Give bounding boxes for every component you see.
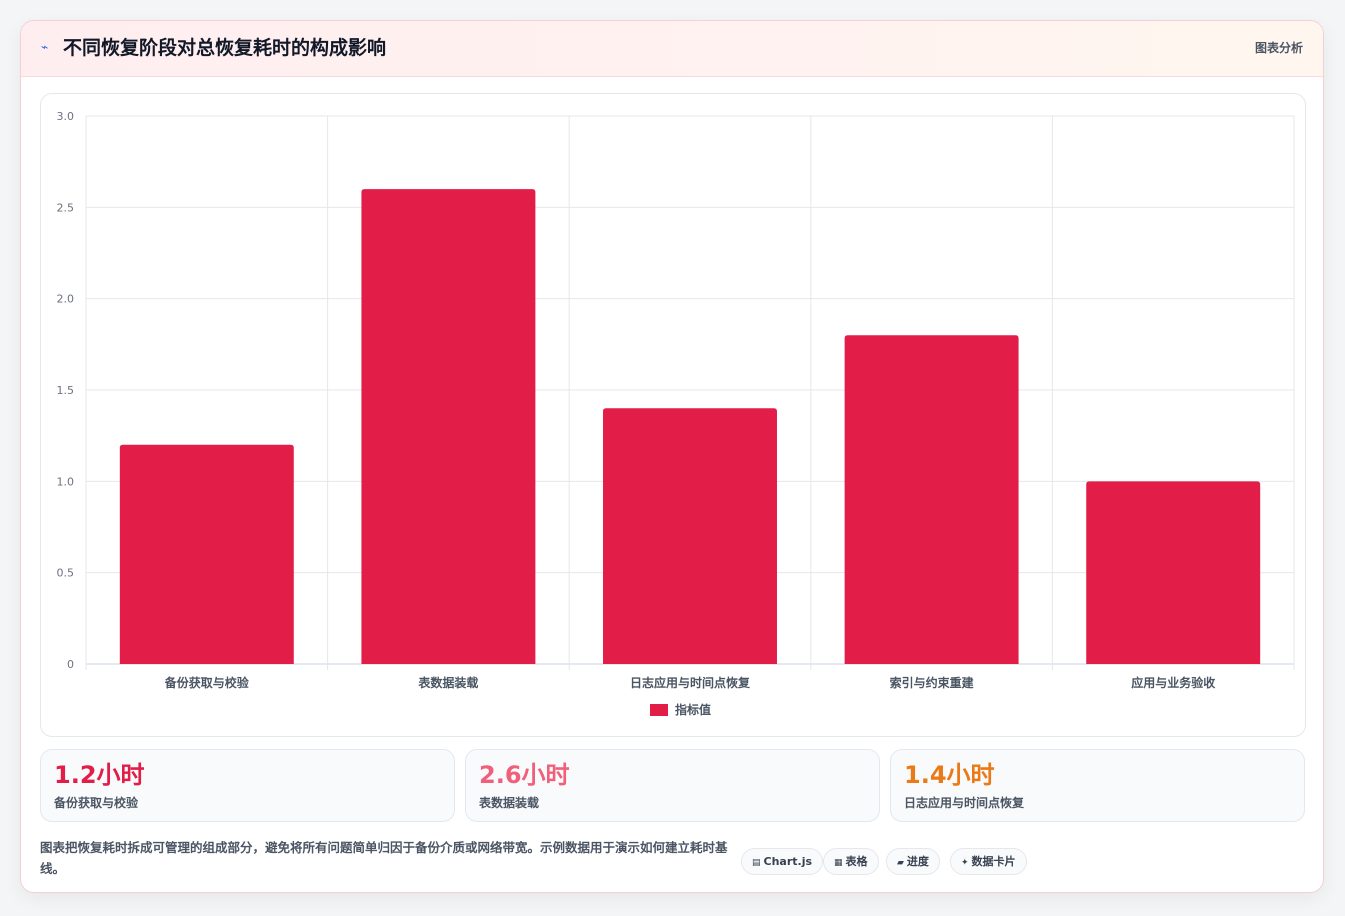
chip-label: 数据卡片 (971, 855, 1016, 868)
card-header: ⌁ 不同恢复阶段对总恢复耗时的构成影响 图表分析 (21, 21, 1323, 77)
bar (1086, 481, 1261, 664)
stat-label: 备份获取与校验 (54, 796, 139, 810)
chip-label: Chart.js (763, 855, 813, 868)
y-tick-label: 1.0 (57, 475, 75, 488)
bar-chart: 0 0.5 1.0 1.5 2.0 2.5 3.0 备份获取与校验 表数据装载 日志应用与时间点恢… (57, 110, 1295, 717)
legend-label: 指标值 (675, 702, 711, 717)
stat-value: 1.4小时 (904, 761, 995, 789)
stat-card-2: 2.6小时 表数据装载 (465, 749, 880, 822)
stat-label: 日志应用与时间点恢复 (904, 796, 1025, 810)
x-tick-label: 索引与约束重建 (890, 675, 975, 690)
footer-note: 图表把恢复耗时拆成可管理的组成部分，避免将所有问题简单归因于备份介质或网络带宽。… (40, 840, 728, 876)
sparkle-icon: ✦ (961, 858, 969, 868)
bar (844, 335, 1019, 664)
progress-icon: ▰ (897, 858, 904, 868)
stat-card-1: 1.2小时 备份获取与校验 (40, 749, 455, 822)
x-tick-label: 日志应用与时间点恢复 (630, 675, 751, 690)
bar (603, 408, 777, 664)
table-icon: ▦ (834, 858, 843, 868)
y-tick-label: 0 (67, 658, 74, 671)
x-tick-label: 表数据装载 (417, 675, 478, 690)
chip-label: 表格 (845, 855, 868, 868)
page-title: 不同恢复阶段对总恢复耗时的构成影响 (63, 37, 387, 59)
y-tick-label: 2.5 (57, 201, 75, 214)
y-tick-label: 0.5 (57, 567, 75, 580)
chart-icon: ▤ (752, 858, 761, 868)
y-tick-label: 3.0 (57, 110, 75, 123)
x-tick-label: 备份获取与校验 (164, 675, 250, 690)
y-tick-label: 1.5 (57, 384, 75, 397)
chart-panel: 0 0.5 1.0 1.5 2.0 2.5 3.0 备份获取与校验 表数据装载 日志应用与时间点恢… (40, 93, 1306, 737)
trend-line-icon: ⌁ (41, 40, 49, 54)
chart-analysis-tag: 图表分析 (1254, 41, 1303, 55)
x-tick-label: 应用与业务验收 (1131, 675, 1215, 690)
chip-data-card[interactable]: ✦ 数据卡片 (950, 848, 1027, 875)
stat-value: 2.6小时 (479, 761, 570, 789)
chart-card: ⌁ 不同恢复阶段对总恢复耗时的构成影响 图表分析 0 0.5 1.0 1.5 2.0 2.… (20, 20, 1324, 893)
y-tick-label: 2.0 (57, 293, 75, 306)
chip-progress[interactable]: ▰ 进度 (886, 848, 940, 875)
chip-table[interactable]: ▦ 表格 (823, 848, 879, 875)
chip-label: 进度 (906, 855, 929, 868)
stat-label: 表数据装载 (479, 796, 540, 810)
stat-value: 1.2小时 (54, 761, 145, 789)
chip-chartjs[interactable]: ▤ Chart.js (741, 848, 824, 875)
legend-swatch (650, 704, 668, 716)
bar (119, 444, 294, 664)
bar (361, 189, 536, 665)
stat-card-3: 1.4小时 日志应用与时间点恢复 (890, 749, 1305, 822)
